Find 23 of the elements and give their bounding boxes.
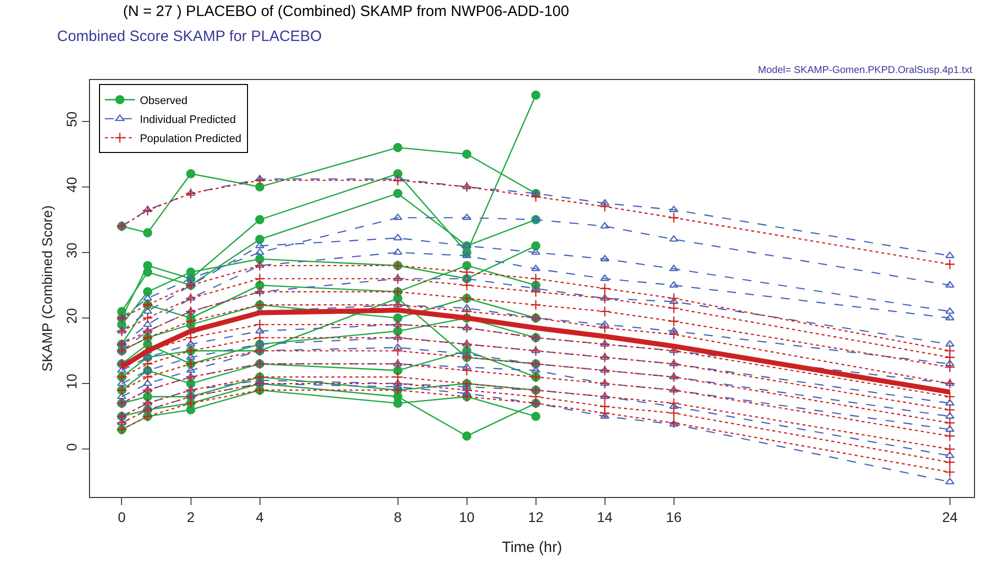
x-tick-label: 2 (186, 508, 195, 525)
x-tick-label: 14 (597, 508, 613, 525)
x-axis-title: Time (hr) (502, 539, 562, 556)
x-tick-label: 8 (394, 508, 402, 525)
chart-subtitle: Combined Score SKAMP for PLACEBO (57, 28, 322, 45)
y-tick-label: 0 (63, 442, 80, 451)
legend-label: Population Predicted (140, 132, 242, 145)
x-tick-label: 12 (528, 508, 544, 525)
legend-label: Observed (140, 94, 188, 107)
x-tick-label: 10 (459, 508, 475, 525)
x-tick-label: 4 (256, 508, 264, 525)
y-tick-label: 30 (63, 242, 80, 258)
y-tick-label: 50 (63, 111, 80, 127)
x-tick-label: 24 (942, 508, 958, 525)
x-tick-label: 16 (666, 508, 682, 525)
y-axis-title: SKAMP (Combined Score) (39, 205, 55, 372)
chart-title: (N = 27 ) PLACEBO of (Combined) SKAMP from NWP06-ADD-100 (123, 3, 570, 20)
y-tick-label: 10 (63, 373, 80, 390)
text: Model= SKAMP-Gomen.PKPD.OralSusp.4p1.txt (758, 65, 972, 76)
x-tick-label: 0 (118, 508, 126, 525)
y-tick-label: 40 (63, 176, 80, 193)
y-tick-label: 20 (63, 308, 80, 324)
legend-label: Individual Predicted (140, 114, 236, 126)
